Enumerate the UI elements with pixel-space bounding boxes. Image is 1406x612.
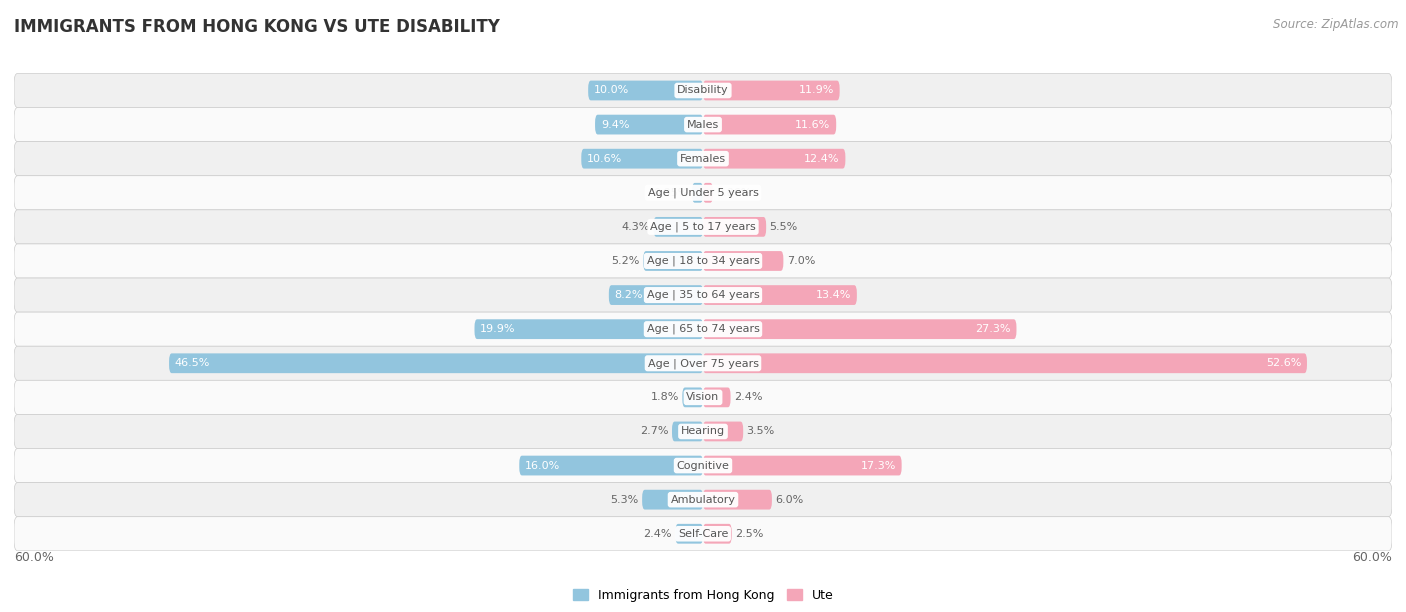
Text: 0.95%: 0.95% (654, 188, 689, 198)
Text: 13.4%: 13.4% (815, 290, 851, 300)
Text: 5.5%: 5.5% (769, 222, 797, 232)
Text: Age | 35 to 64 years: Age | 35 to 64 years (647, 290, 759, 300)
Text: 52.6%: 52.6% (1265, 358, 1301, 368)
FancyBboxPatch shape (474, 319, 703, 339)
FancyBboxPatch shape (703, 353, 1308, 373)
FancyBboxPatch shape (703, 319, 1017, 339)
FancyBboxPatch shape (682, 387, 703, 407)
Text: Cognitive: Cognitive (676, 461, 730, 471)
Text: 2.7%: 2.7% (640, 427, 669, 436)
FancyBboxPatch shape (588, 81, 703, 100)
FancyBboxPatch shape (581, 149, 703, 168)
Text: Females: Females (681, 154, 725, 163)
Text: Age | 65 to 74 years: Age | 65 to 74 years (647, 324, 759, 334)
Text: 4.3%: 4.3% (621, 222, 650, 232)
FancyBboxPatch shape (14, 517, 1392, 551)
Text: 16.0%: 16.0% (524, 461, 560, 471)
FancyBboxPatch shape (14, 414, 1392, 449)
FancyBboxPatch shape (654, 217, 703, 237)
FancyBboxPatch shape (14, 380, 1392, 414)
FancyBboxPatch shape (703, 217, 766, 237)
Legend: Immigrants from Hong Kong, Ute: Immigrants from Hong Kong, Ute (568, 584, 838, 606)
Text: Males: Males (688, 119, 718, 130)
Text: 7.0%: 7.0% (787, 256, 815, 266)
Text: 0.86%: 0.86% (716, 188, 752, 198)
FancyBboxPatch shape (703, 387, 731, 407)
FancyBboxPatch shape (14, 108, 1392, 141)
FancyBboxPatch shape (644, 251, 703, 271)
Text: 12.4%: 12.4% (804, 154, 839, 163)
FancyBboxPatch shape (14, 278, 1392, 312)
Text: 17.3%: 17.3% (860, 461, 896, 471)
Text: Age | Under 5 years: Age | Under 5 years (648, 187, 758, 198)
FancyBboxPatch shape (675, 524, 703, 543)
FancyBboxPatch shape (14, 210, 1392, 244)
Text: Self-Care: Self-Care (678, 529, 728, 539)
Text: 60.0%: 60.0% (14, 551, 53, 564)
Text: 8.2%: 8.2% (614, 290, 643, 300)
FancyBboxPatch shape (14, 244, 1392, 278)
FancyBboxPatch shape (519, 456, 703, 476)
Text: IMMIGRANTS FROM HONG KONG VS UTE DISABILITY: IMMIGRANTS FROM HONG KONG VS UTE DISABIL… (14, 18, 501, 36)
Text: Source: ZipAtlas.com: Source: ZipAtlas.com (1274, 18, 1399, 31)
Text: 11.9%: 11.9% (799, 86, 834, 95)
Text: 60.0%: 60.0% (1353, 551, 1392, 564)
FancyBboxPatch shape (703, 114, 837, 135)
Text: 9.4%: 9.4% (600, 119, 630, 130)
FancyBboxPatch shape (703, 81, 839, 100)
Text: 19.9%: 19.9% (481, 324, 516, 334)
Text: 1.8%: 1.8% (651, 392, 679, 402)
FancyBboxPatch shape (703, 456, 901, 476)
Text: Vision: Vision (686, 392, 720, 402)
FancyBboxPatch shape (703, 285, 856, 305)
Text: Age | 5 to 17 years: Age | 5 to 17 years (650, 222, 756, 232)
Text: 6.0%: 6.0% (775, 494, 804, 505)
Text: 5.2%: 5.2% (612, 256, 640, 266)
FancyBboxPatch shape (595, 114, 703, 135)
Text: 10.0%: 10.0% (593, 86, 628, 95)
Text: Hearing: Hearing (681, 427, 725, 436)
FancyBboxPatch shape (703, 251, 783, 271)
FancyBboxPatch shape (703, 183, 713, 203)
FancyBboxPatch shape (609, 285, 703, 305)
FancyBboxPatch shape (643, 490, 703, 510)
FancyBboxPatch shape (14, 176, 1392, 210)
Text: Ambulatory: Ambulatory (671, 494, 735, 505)
Text: 2.5%: 2.5% (735, 529, 763, 539)
Text: Age | 18 to 34 years: Age | 18 to 34 years (647, 256, 759, 266)
Text: 27.3%: 27.3% (976, 324, 1011, 334)
Text: 2.4%: 2.4% (644, 529, 672, 539)
FancyBboxPatch shape (14, 483, 1392, 517)
FancyBboxPatch shape (703, 149, 845, 168)
Text: 5.3%: 5.3% (610, 494, 638, 505)
FancyBboxPatch shape (14, 73, 1392, 108)
FancyBboxPatch shape (692, 183, 703, 203)
Text: 2.4%: 2.4% (734, 392, 762, 402)
FancyBboxPatch shape (14, 449, 1392, 483)
Text: 46.5%: 46.5% (174, 358, 209, 368)
FancyBboxPatch shape (169, 353, 703, 373)
FancyBboxPatch shape (14, 141, 1392, 176)
Text: Disability: Disability (678, 86, 728, 95)
FancyBboxPatch shape (672, 422, 703, 441)
Text: 11.6%: 11.6% (796, 119, 831, 130)
Text: 3.5%: 3.5% (747, 427, 775, 436)
FancyBboxPatch shape (14, 312, 1392, 346)
Text: Age | Over 75 years: Age | Over 75 years (648, 358, 758, 368)
FancyBboxPatch shape (703, 422, 744, 441)
Text: 10.6%: 10.6% (588, 154, 623, 163)
FancyBboxPatch shape (703, 524, 731, 543)
FancyBboxPatch shape (14, 346, 1392, 380)
FancyBboxPatch shape (703, 490, 772, 510)
